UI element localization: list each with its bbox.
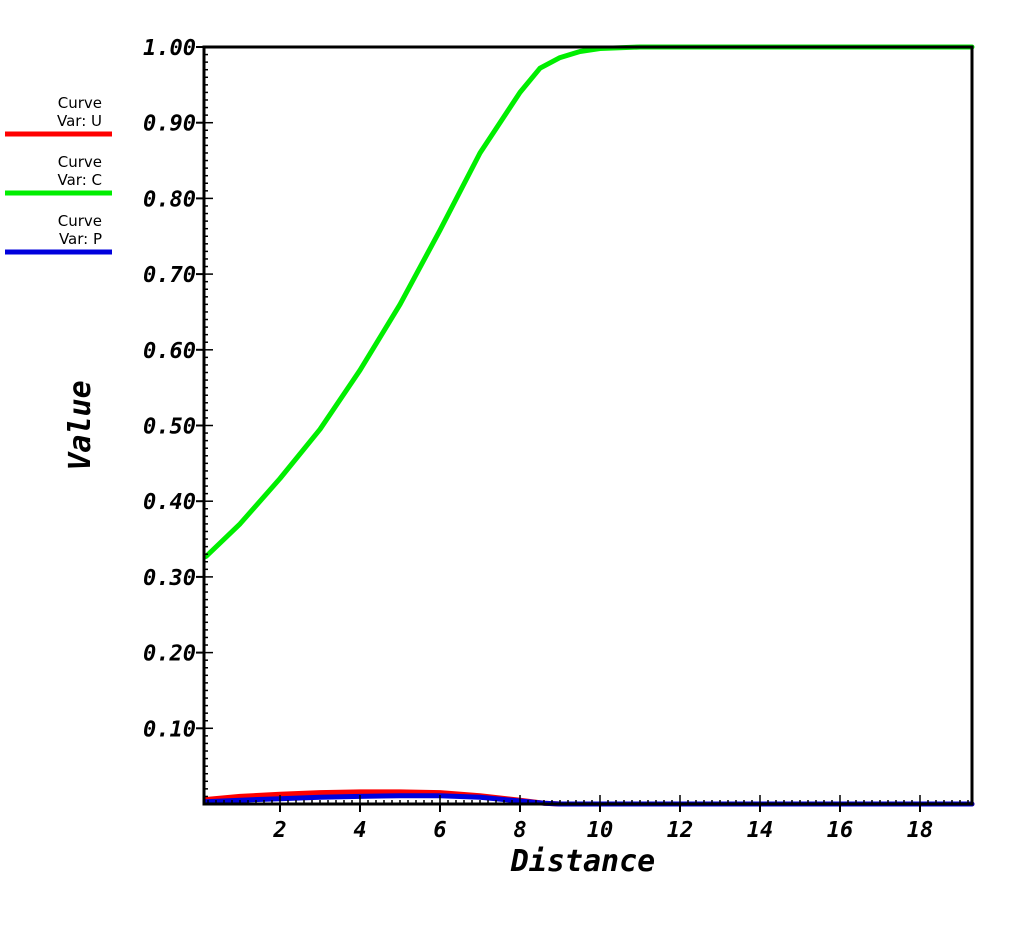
x-tick-label: 6	[433, 818, 446, 843]
y-tick-label: 0.20	[143, 642, 196, 667]
legend-series-name: Var: U	[57, 112, 102, 130]
x-tick-label: 8	[513, 818, 526, 843]
legend-series-name: Var: P	[59, 230, 102, 248]
x-tick-label: 4	[353, 818, 366, 843]
series-line	[203, 44, 975, 559]
x-axis-title: Distance	[510, 844, 656, 879]
legend-series-name: Var: C	[58, 171, 103, 189]
x-tick-label: 18	[907, 818, 934, 843]
y-axis-title: Value	[63, 380, 98, 470]
y-tick-label: 0.10	[143, 717, 196, 742]
x-tick-label: 10	[587, 818, 614, 843]
y-tick-label: 0.90	[143, 112, 196, 137]
plot-series	[203, 44, 975, 807]
x-tick-label: 14	[747, 818, 774, 843]
y-tick-label: 0.40	[143, 490, 196, 515]
x-tick-label: 2	[272, 818, 286, 843]
legend-title: Curve	[58, 153, 102, 171]
y-tick-label: 0.50	[143, 415, 196, 440]
y-tick-label: 0.70	[143, 263, 196, 288]
y-tick-label: 0.30	[143, 566, 196, 591]
x-tick-label: 16	[827, 818, 854, 843]
y-tick-label: 1.00	[143, 36, 196, 61]
x-tick-label: 12	[667, 818, 694, 843]
plot-frame	[202, 45, 974, 806]
axis-ticks: 0.10 0.20 0.30 0.40 0.50 0.60 0.70 0.80 0.90 1.00…	[143, 36, 969, 843]
legend-title: Curve	[58, 94, 102, 112]
y-tick-label: 0.80	[143, 187, 196, 212]
legend-title: Curve	[58, 212, 102, 230]
y-tick-label: 0.60	[143, 339, 196, 364]
